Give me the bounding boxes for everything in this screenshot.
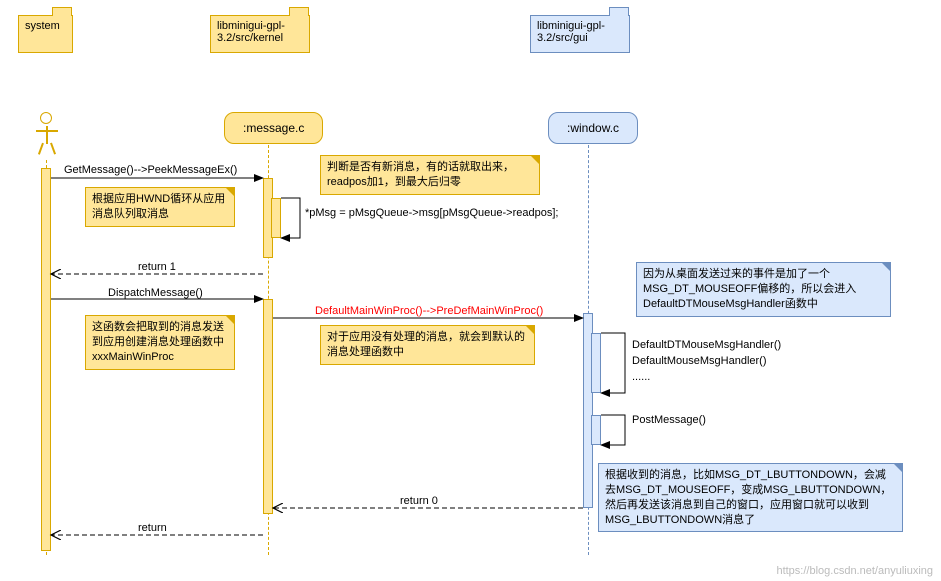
folder-system-label: system [25, 20, 60, 32]
object-window: :window.c [548, 112, 638, 144]
note-mouseoff-text: 因为从桌面发送过来的事件是加了一个MSG_DT_MOUSEOFF偏移的，所以会进… [643, 268, 856, 310]
note-hwnd-text: 根据应用HWND循环从应用消息队列取消息 [92, 193, 225, 220]
note-readpos: 判断是否有新消息，有的话就取出来，readpos加1，到最大后归零 [320, 155, 540, 195]
msg-return1: return 1 [138, 261, 176, 273]
note-mainwinproc-text: 这函数会把取到的消息发送到应用创建消息处理函数中xxxMainWinProc [92, 321, 224, 363]
watermark: https://blog.csdn.net/anyuliuxing [776, 565, 933, 577]
note-default: 对于应用没有处理的消息，就会到默认的消息处理函数中 [320, 325, 535, 365]
note-mainwinproc: 这函数会把取到的消息发送到应用创建消息处理函数中xxxMainWinProc [85, 315, 235, 370]
folder-gui-label: libminigui-gpl-3.2/src/gui [537, 20, 605, 44]
object-message: :message.c [224, 112, 323, 144]
msg-dthandler: DefaultDTMouseMsgHandler() [632, 339, 781, 351]
folder-gui: libminigui-gpl-3.2/src/gui [530, 15, 630, 53]
activation-win3 [591, 415, 601, 445]
note-default-text: 对于应用没有处理的消息，就会到默认的消息处理函数中 [327, 331, 525, 358]
msg-dispatch: DispatchMessage() [108, 287, 203, 299]
actor-arms [36, 130, 58, 132]
activation-win2 [591, 333, 601, 393]
msg-getmessage: GetMessage()-->PeekMessageEx() [64, 164, 237, 176]
activation-system [41, 168, 51, 551]
object-message-label: :message.c [243, 121, 304, 135]
msg-return0: return 0 [400, 495, 438, 507]
activation-msg2 [271, 198, 281, 238]
msg-postmsg: PostMessage() [632, 414, 706, 426]
actor-head [40, 112, 52, 124]
activation-msg3 [263, 299, 273, 514]
msg-dots: ...... [632, 371, 650, 383]
note-mouseoff: 因为从桌面发送过来的事件是加了一个MSG_DT_MOUSEOFF偏移的，所以会进… [636, 262, 891, 317]
object-window-label: :window.c [567, 121, 619, 135]
note-lbutton-text: 根据收到的消息，比如MSG_DT_LBUTTONDOWN，会减去MSG_DT_M… [605, 469, 891, 526]
msg-defproc: DefaultMainWinProc()-->PreDefMainWinProc… [315, 305, 543, 317]
msg-handler: DefaultMouseMsgHandler() [632, 355, 767, 367]
actor-body [46, 126, 48, 144]
msg-pmsg: *pMsg = pMsgQueue->msg[pMsgQueue->readpo… [305, 207, 558, 219]
msg-return: return [138, 522, 167, 534]
note-hwnd: 根据应用HWND循环从应用消息队列取消息 [85, 187, 235, 227]
folder-system: system [18, 15, 73, 53]
folder-kernel: libminigui-gpl-3.2/src/kernel [210, 15, 310, 53]
actor-leg-l [38, 143, 44, 155]
note-lbutton: 根据收到的消息，比如MSG_DT_LBUTTONDOWN，会减去MSG_DT_M… [598, 463, 903, 532]
folder-kernel-label: libminigui-gpl-3.2/src/kernel [217, 20, 285, 44]
actor-leg-r [50, 143, 56, 155]
note-readpos-text: 判断是否有新消息，有的话就取出来，readpos加1，到最大后归零 [327, 161, 514, 188]
